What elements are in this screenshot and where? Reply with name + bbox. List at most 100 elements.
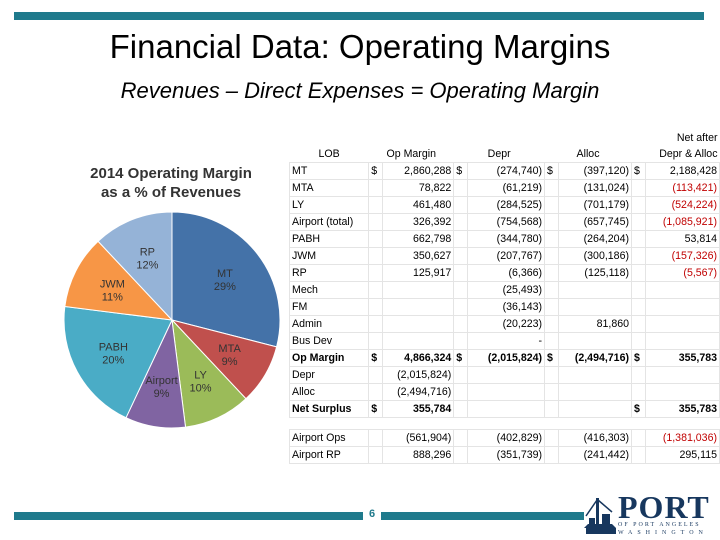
table-cell: [544, 196, 559, 214]
table-cell: [368, 366, 384, 384]
table-cell: 295,115: [644, 446, 720, 464]
header-cell: Alloc: [576, 148, 600, 160]
table-cell: Airport RP: [288, 446, 370, 464]
table-row: MT $2,860,288 $ (274,740) $ (397,120) $2,188,4…: [288, 162, 720, 180]
table-cell: [368, 315, 384, 333]
table-cell: Airport (total): [288, 213, 370, 231]
table-cell: PABH: [288, 230, 370, 248]
table-cell: [368, 383, 384, 401]
slice-label-value: 12%: [136, 260, 158, 272]
slice-label-name: MT: [217, 268, 233, 280]
table-cell: [631, 366, 646, 384]
table-cell: [631, 383, 646, 401]
table-cell: [453, 264, 469, 282]
table-cell: Bus Dev: [288, 332, 370, 350]
header-cell: Depr: [487, 148, 511, 160]
table-row: Alloc (2,494,716): [288, 383, 720, 401]
table-cell: $: [368, 349, 384, 367]
table-cell: (61,219): [467, 179, 546, 197]
table-cell: [544, 366, 559, 384]
table-cell: 2,860,288: [382, 162, 455, 180]
table-cell: [631, 247, 646, 265]
header-cell: LOB: [318, 148, 340, 160]
table-cell: [382, 332, 455, 350]
table-cell: (274,740): [467, 162, 546, 180]
table-cell: Op Margin: [288, 349, 370, 367]
table-cell: 355,783: [644, 349, 720, 367]
table-cell: [368, 298, 384, 316]
table-cell: [467, 366, 546, 384]
table-cell: (754,568): [467, 213, 546, 231]
table-cell: (657,745): [557, 213, 633, 231]
pie-chart: 2014 Operating Margin as a % of Revenues…: [52, 160, 290, 435]
chart-title-line2: as a % of Revenues: [100, 184, 242, 201]
header-cell: Depr & Alloc: [659, 148, 718, 160]
table-cell: [453, 383, 469, 401]
bottom-accent-bar: [14, 512, 584, 520]
table-cell: [453, 230, 469, 248]
table-cell: [453, 247, 469, 265]
table-cell: RP: [288, 264, 370, 282]
table-row: FM (36,143): [288, 298, 720, 316]
table-cell: 355,783: [644, 400, 720, 418]
table-cell: JWM: [288, 247, 370, 265]
table-cell: (207,767): [467, 247, 546, 265]
table-row: PABH 662,798 (344,780) (264,204) 53,814: [288, 230, 720, 248]
slide-subtitle: Revenues – Direct Expenses = Operating M…: [120, 78, 600, 103]
slice-label-value: 9%: [154, 388, 170, 400]
table-cell: [453, 179, 469, 197]
slice-label-value: 9%: [222, 356, 238, 368]
table-cell: (264,204): [557, 230, 633, 248]
table-cell: [644, 366, 720, 384]
table-cell: [544, 230, 559, 248]
table-cell: [631, 332, 646, 350]
table-cell: [368, 247, 384, 265]
header-cell: [369, 130, 454, 146]
table-cell: [368, 264, 384, 282]
table-cell: FM: [288, 298, 370, 316]
table-cell: (351,739): [467, 446, 546, 464]
table-cell: $: [453, 349, 469, 367]
table-cell: [453, 400, 469, 418]
table-cell: [644, 315, 720, 333]
table-cell: $: [368, 400, 384, 418]
table-cell: [557, 366, 633, 384]
slice-label-value: 10%: [189, 383, 211, 395]
table-cell: [368, 179, 384, 197]
table-cell: $: [544, 162, 559, 180]
table-cell: [644, 281, 720, 299]
table-cell: 662,798: [382, 230, 455, 248]
slice-label-name: JWM: [100, 279, 125, 291]
table-cell: Admin: [288, 315, 370, 333]
header-cell: Op Margin: [386, 148, 436, 160]
table-cell: 81,860: [557, 315, 633, 333]
table-cell: $: [631, 400, 646, 418]
table-row: Depr (2,015,824): [288, 366, 720, 384]
table-cell: (125,118): [557, 264, 633, 282]
table-cell: (284,525): [467, 196, 546, 214]
table-cell: (2,015,824): [467, 349, 546, 367]
page-number: 6: [363, 505, 381, 523]
table-cell: [453, 213, 469, 231]
table-cell: [368, 281, 384, 299]
financial-table: Net after LOB Op Margin Depr Alloc Depr & All…: [288, 130, 720, 464]
table-cell: 888,296: [382, 446, 455, 464]
table-cell: $: [544, 349, 559, 367]
header-cell: [545, 130, 632, 146]
table-cell: MTA: [288, 179, 370, 197]
table-cell: 2,188,428: [644, 162, 720, 180]
table-cell: 78,822: [382, 179, 455, 197]
table-cell: $: [631, 349, 646, 367]
slide-title: Financial Data: Operating Margins: [109, 28, 611, 65]
table-cell: [544, 332, 559, 350]
table-cell: [544, 298, 559, 316]
table-cell: (1,085,921): [644, 213, 720, 231]
table-cell: [544, 383, 559, 401]
table-cell: (20,223): [467, 315, 546, 333]
table-cell: [631, 446, 646, 464]
table-cell: [382, 315, 455, 333]
table-cell: [453, 315, 469, 333]
table-cell: (25,493): [467, 281, 546, 299]
header-cell: [454, 130, 545, 146]
table-cell: -: [467, 332, 546, 350]
